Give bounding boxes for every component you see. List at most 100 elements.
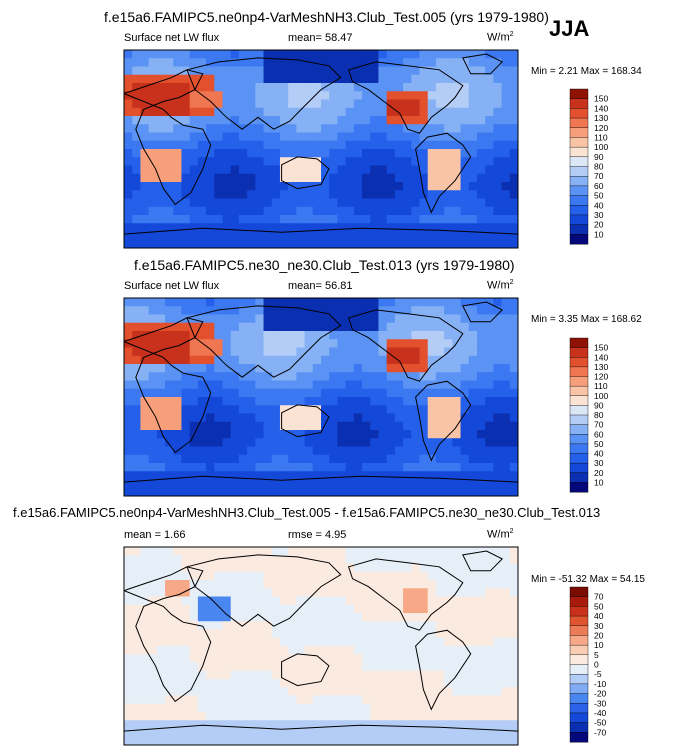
map-cell bbox=[173, 405, 183, 415]
map-cell bbox=[304, 637, 314, 647]
map-cell bbox=[468, 298, 478, 307]
map-cell bbox=[403, 637, 412, 647]
map-cell bbox=[238, 547, 248, 556]
map-cell bbox=[353, 571, 363, 581]
map-cell bbox=[148, 629, 158, 639]
map-cell bbox=[255, 132, 265, 142]
map-cell bbox=[312, 99, 322, 109]
map-cell bbox=[411, 74, 421, 84]
map-cell bbox=[197, 58, 207, 68]
map-cell bbox=[493, 487, 503, 496]
map-cell bbox=[222, 646, 232, 655]
panel-3-title: f.e15a6.FAMIPC5.ne0np4-VarMeshNH3.Club_T… bbox=[13, 505, 601, 520]
map-cell bbox=[222, 604, 232, 614]
map-cell bbox=[509, 421, 518, 431]
map-cell bbox=[460, 580, 470, 589]
map-cell bbox=[468, 215, 478, 224]
map-cell bbox=[501, 695, 511, 705]
map-cell bbox=[238, 604, 248, 614]
map-cell bbox=[255, 99, 265, 109]
map-cell bbox=[247, 198, 256, 208]
map-cell bbox=[485, 446, 494, 456]
map-cell bbox=[468, 83, 478, 92]
map-cell bbox=[238, 421, 248, 431]
map-cell bbox=[345, 140, 355, 150]
map-cell bbox=[378, 405, 388, 415]
map-cell bbox=[345, 555, 355, 565]
map-cell bbox=[230, 580, 240, 589]
map-cell bbox=[321, 679, 330, 688]
map-cell bbox=[378, 74, 388, 84]
map-cell bbox=[238, 231, 248, 241]
map-cell bbox=[468, 596, 478, 606]
map-cell bbox=[148, 588, 158, 598]
map-cell bbox=[214, 430, 224, 439]
map-cell bbox=[411, 596, 421, 606]
map-cell bbox=[165, 479, 174, 489]
map-cell bbox=[247, 206, 256, 216]
map-cell bbox=[296, 388, 306, 398]
map-cell bbox=[165, 463, 174, 472]
map-cell bbox=[337, 446, 347, 456]
map-cell bbox=[255, 165, 265, 175]
map-cell bbox=[435, 388, 445, 398]
map-cell bbox=[427, 198, 437, 208]
map-cell bbox=[214, 563, 224, 573]
map-cell bbox=[156, 438, 166, 448]
map-cell bbox=[132, 116, 142, 125]
map-cell bbox=[263, 646, 273, 655]
colorbar-tick-label: 100 bbox=[594, 142, 608, 152]
map-cell bbox=[279, 314, 289, 324]
map-cell bbox=[140, 588, 150, 598]
map-cell bbox=[271, 405, 281, 415]
map-cell bbox=[296, 695, 306, 705]
map-cell bbox=[238, 157, 248, 167]
map-cell bbox=[403, 116, 412, 125]
map-cell bbox=[362, 679, 371, 688]
map-cell bbox=[435, 140, 445, 150]
map-cell bbox=[353, 157, 363, 167]
map-cell bbox=[214, 446, 224, 456]
map-cell bbox=[173, 703, 183, 713]
map-cell bbox=[247, 662, 256, 672]
map-cell bbox=[189, 50, 199, 59]
map-cell bbox=[214, 215, 224, 224]
map-cell bbox=[419, 720, 429, 730]
map-cell bbox=[370, 438, 380, 448]
map-cell bbox=[329, 555, 339, 565]
map-cell bbox=[214, 604, 224, 614]
map-cell bbox=[378, 588, 388, 598]
map-cell bbox=[493, 165, 503, 175]
map-cell bbox=[509, 687, 518, 697]
map-cell bbox=[165, 555, 174, 565]
map-cell bbox=[435, 372, 445, 382]
map-cell bbox=[238, 355, 248, 365]
map-cell bbox=[444, 629, 453, 639]
map-cell bbox=[156, 380, 166, 390]
map-cell bbox=[156, 588, 166, 598]
map-cell bbox=[140, 405, 150, 415]
map-cell bbox=[263, 662, 273, 672]
map-cell bbox=[427, 231, 437, 241]
map-cell bbox=[173, 190, 183, 200]
map-cell bbox=[173, 463, 183, 472]
map-cell bbox=[353, 637, 363, 647]
map-cell bbox=[468, 588, 478, 598]
map-cell bbox=[394, 50, 404, 59]
map-cell bbox=[321, 165, 330, 175]
map-cell bbox=[132, 339, 142, 349]
colorbar-tick-label: 110 bbox=[594, 381, 608, 391]
map-cell bbox=[255, 124, 265, 134]
map-cell bbox=[173, 720, 183, 730]
map-cell bbox=[337, 314, 347, 324]
map-cell bbox=[296, 720, 306, 730]
map-cell bbox=[197, 306, 207, 316]
map-cell bbox=[296, 198, 306, 208]
map-cell bbox=[403, 413, 412, 423]
map-cell bbox=[411, 91, 421, 101]
map-cell bbox=[452, 206, 462, 216]
map-cell bbox=[279, 479, 289, 489]
colorbar-tick-label: 40 bbox=[594, 449, 604, 459]
map-cell bbox=[452, 555, 462, 565]
map-cell bbox=[509, 322, 518, 332]
